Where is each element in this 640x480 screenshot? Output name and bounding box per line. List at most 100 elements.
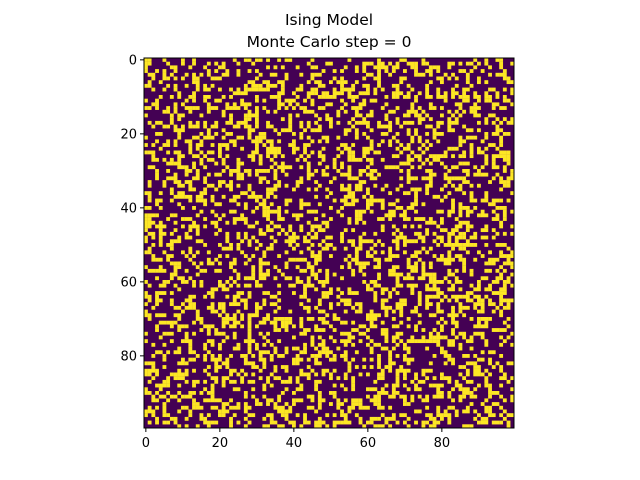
- spin-up-cell: [144, 250, 148, 255]
- spin-up-cell: [395, 372, 400, 377]
- spin-up-cell: [366, 87, 370, 92]
- spin-up-cell: [391, 109, 396, 114]
- spin-up-cell: [436, 124, 441, 129]
- spin-up-cell: [321, 135, 326, 140]
- spin-up-cell: [155, 268, 159, 273]
- spin-up-cell: [181, 309, 185, 314]
- spin-up-cell: [162, 183, 167, 188]
- spin-up-cell: [247, 172, 252, 177]
- spin-up-cell: [451, 328, 455, 332]
- spin-up-cell: [258, 202, 263, 207]
- spin-up-cell: [321, 146, 326, 151]
- spin-up-cell: [329, 350, 333, 355]
- spin-up-cell: [484, 80, 489, 85]
- spin-up-cell: [414, 154, 418, 159]
- spin-up-cell: [173, 420, 178, 425]
- spin-up-cell: [403, 368, 407, 373]
- spin-up-cell: [362, 117, 367, 122]
- spin-up-cell: [277, 376, 282, 381]
- spin-up-cell: [462, 87, 467, 92]
- spin-up-cell: [321, 350, 326, 355]
- spin-up-cell: [210, 354, 215, 358]
- spin-up-cell: [247, 346, 252, 351]
- spin-up-cell: [151, 243, 156, 247]
- spin-up-cell: [447, 272, 452, 277]
- spin-up-cell: [443, 276, 448, 281]
- spin-up-cell: [425, 398, 430, 403]
- spin-up-cell: [332, 368, 337, 373]
- spin-up-cell: [354, 135, 359, 140]
- spin-up-cell: [343, 354, 348, 358]
- spin-up-cell: [247, 80, 252, 85]
- spin-up-cell: [373, 291, 378, 295]
- spin-up-cell: [377, 416, 381, 421]
- spin-up-cell: [258, 261, 263, 266]
- spin-up-cell: [484, 228, 489, 233]
- spin-up-cell: [310, 335, 315, 340]
- spin-up-cell: [488, 372, 492, 377]
- spin-up-cell: [210, 398, 215, 403]
- spin-up-cell: [199, 413, 204, 418]
- spin-up-cell: [229, 95, 233, 99]
- spin-up-cell: [292, 257, 296, 262]
- spin-up-cell: [384, 113, 389, 118]
- spin-up-cell: [362, 83, 367, 88]
- spin-up-cell: [469, 191, 474, 196]
- spin-up-cell: [303, 350, 307, 355]
- y-tick-label: 0: [129, 53, 137, 68]
- spin-up-cell: [454, 383, 459, 388]
- spin-up-cell: [425, 420, 430, 425]
- spin-up-cell: [506, 180, 511, 184]
- spin-up-cell: [266, 213, 270, 218]
- spin-up-cell: [203, 176, 208, 181]
- spin-up-cell: [462, 257, 467, 262]
- spin-up-cell: [240, 354, 245, 358]
- spin-up-cell: [221, 128, 226, 133]
- spin-up-cell: [425, 83, 430, 88]
- spin-up-cell: [280, 117, 285, 122]
- spin-up-cell: [166, 420, 171, 425]
- spin-up-cell: [232, 143, 237, 147]
- spin-up-cell: [314, 287, 319, 292]
- spin-up-cell: [225, 102, 230, 107]
- spin-up-cell: [195, 124, 200, 129]
- spin-up-cell: [428, 69, 433, 73]
- spin-up-cell: [354, 254, 359, 258]
- spin-up-cell: [499, 220, 504, 225]
- spin-up-cell: [258, 157, 263, 162]
- spin-up-cell: [214, 268, 219, 273]
- spin-up-cell: [177, 194, 182, 199]
- spin-up-cell: [362, 132, 367, 136]
- spin-up-cell: [380, 65, 385, 70]
- spin-up-cell: [428, 183, 433, 188]
- spin-up-cell: [232, 331, 237, 336]
- spin-up-cell: [451, 183, 455, 188]
- spin-up-cell: [247, 342, 252, 347]
- spin-up-cell: [266, 268, 270, 273]
- spin-up-cell: [406, 339, 411, 344]
- spin-up-cell: [391, 202, 396, 207]
- spin-up-cell: [192, 106, 196, 110]
- spin-up-cell: [314, 113, 319, 118]
- spin-up-cell: [288, 143, 293, 147]
- spin-up-cell: [477, 146, 481, 151]
- spin-up-cell: [499, 354, 504, 358]
- spin-up-cell: [243, 124, 248, 129]
- spin-up-cell: [462, 109, 467, 114]
- spin-up-cell: [203, 202, 208, 207]
- spin-up-cell: [243, 339, 248, 344]
- spin-up-cell: [421, 235, 426, 240]
- spin-up-cell: [317, 254, 322, 258]
- spin-up-cell: [347, 120, 352, 125]
- spin-up-cell: [343, 198, 348, 203]
- spin-up-cell: [310, 98, 315, 103]
- spin-up-cell: [162, 402, 167, 406]
- spin-up-cell: [502, 169, 507, 173]
- spin-up-cell: [155, 302, 159, 307]
- spin-up-cell: [351, 106, 356, 110]
- spin-up-cell: [247, 102, 252, 107]
- spin-up-cell: [232, 302, 237, 307]
- spin-up-cell: [299, 387, 304, 392]
- spin-up-cell: [465, 169, 470, 173]
- spin-up-cell: [484, 420, 489, 425]
